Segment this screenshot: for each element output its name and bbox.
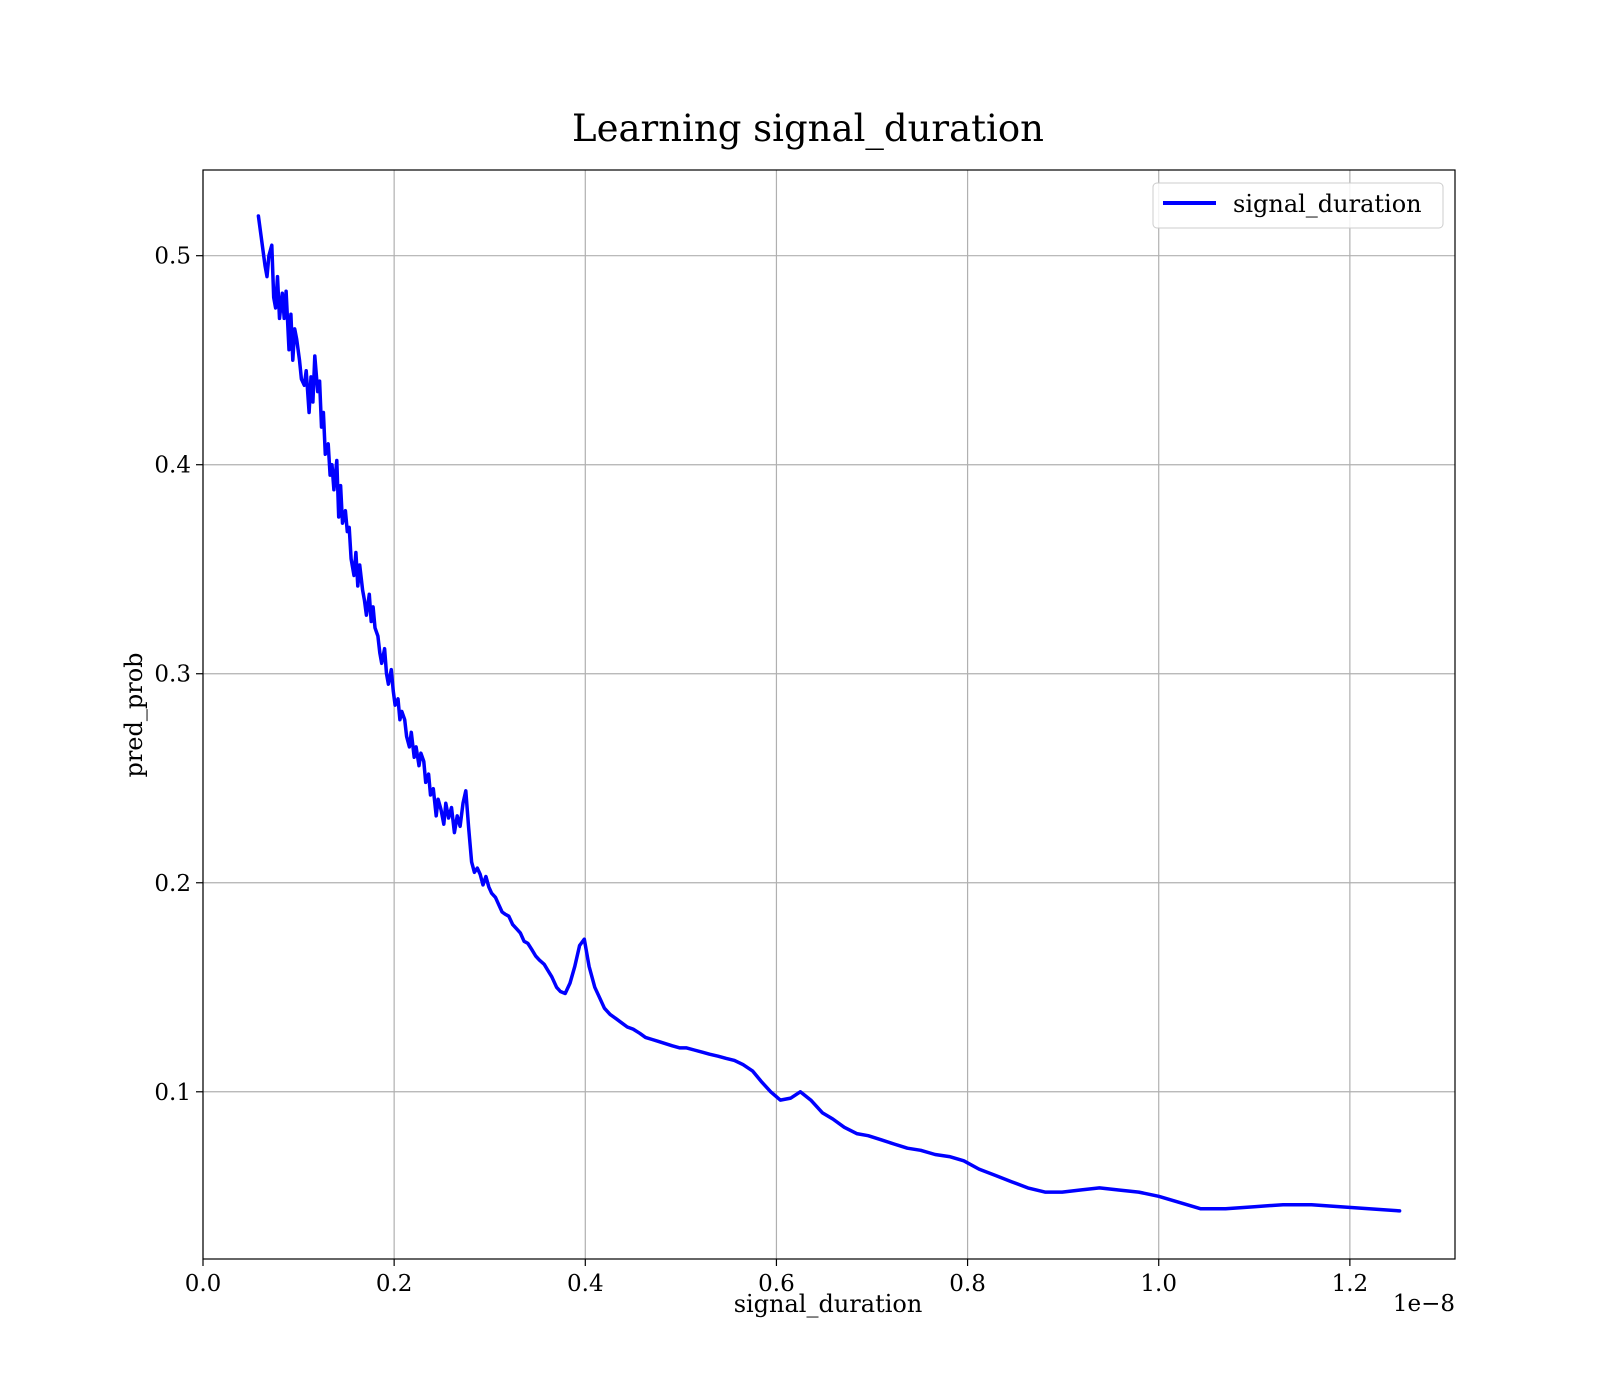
- legend: signal_duration: [1152, 182, 1444, 229]
- x-tick-label: 0.0: [185, 1271, 222, 1297]
- x-tick-label: 0.4: [567, 1271, 604, 1297]
- x-axis-label: signal_duration: [734, 1290, 923, 1318]
- series-layer: [256, 214, 1402, 1213]
- y-tick-label: 0.1: [154, 1080, 191, 1106]
- y-tick-label: 0.2: [154, 871, 191, 897]
- grid-layer: [202, 170, 1455, 1259]
- ticks-layer: 0.0 0.2 0.4 0.6 0.8 1.0 1.2 0.1 0.2 0.3 0.4 0.5: [154, 244, 1368, 1297]
- legend-label: signal_duration: [1233, 190, 1422, 218]
- y-axis-label: pred_prob: [120, 652, 148, 777]
- legend-box: [1152, 182, 1444, 229]
- y-tick-label: 0.3: [154, 662, 191, 688]
- x-axis-offset-label: 1e−8: [1393, 1291, 1455, 1317]
- y-tick-label: 0.5: [154, 244, 191, 270]
- x-tick-label: 0.6: [758, 1271, 795, 1297]
- series-line-signal-duration: [256, 214, 1402, 1213]
- x-tick-label: 0.8: [949, 1271, 986, 1297]
- plot-frame: [202, 169, 1456, 1260]
- x-tick-label: 0.2: [376, 1271, 413, 1297]
- chart-title: Learning signal_duration: [572, 107, 1044, 151]
- x-tick-label: 1.2: [1332, 1271, 1369, 1297]
- y-tick-label: 0.4: [154, 453, 191, 479]
- x-tick-label: 1.0: [1140, 1271, 1177, 1297]
